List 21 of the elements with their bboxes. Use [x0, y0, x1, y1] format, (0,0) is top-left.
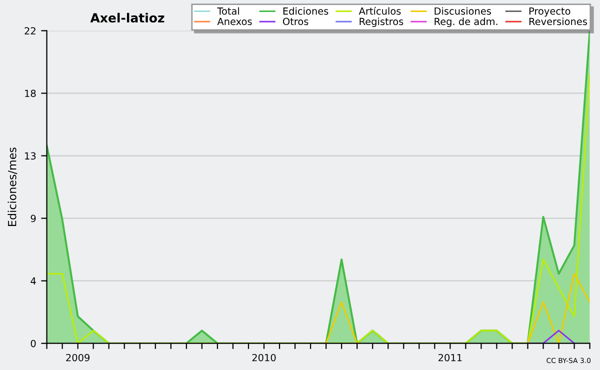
y-tick-label: 13 [25, 152, 36, 160]
legend-label: Anexos [217, 18, 252, 26]
legend-label: Ediciones [283, 7, 328, 15]
x-tick-label: 2009 [66, 354, 90, 362]
chart-title: Axel-latioz [90, 12, 164, 23]
legend-label: Discusiones [434, 7, 491, 15]
legend-label: Otros [282, 18, 308, 26]
y-tick-label: 0 [30, 340, 36, 348]
y-tick-label: 18 [25, 90, 36, 98]
legend-label: Total [217, 7, 239, 15]
legend-label: Reversiones [529, 18, 587, 26]
x-tick-label: 2011 [438, 354, 462, 362]
legend-label: Proyecto [529, 8, 570, 17]
legend-label: Reg. de adm. [434, 18, 498, 28]
legend-label: Registros [360, 18, 404, 28]
legend-label: Artículos [358, 6, 401, 15]
y-tick-label: 4 [30, 277, 36, 285]
x-tick-label: 2010 [252, 354, 276, 362]
y-tick-label: 22 [24, 27, 36, 34]
y-tick-label: 9 [30, 214, 36, 222]
y-axis-title: Ediciones/mes [8, 148, 18, 226]
